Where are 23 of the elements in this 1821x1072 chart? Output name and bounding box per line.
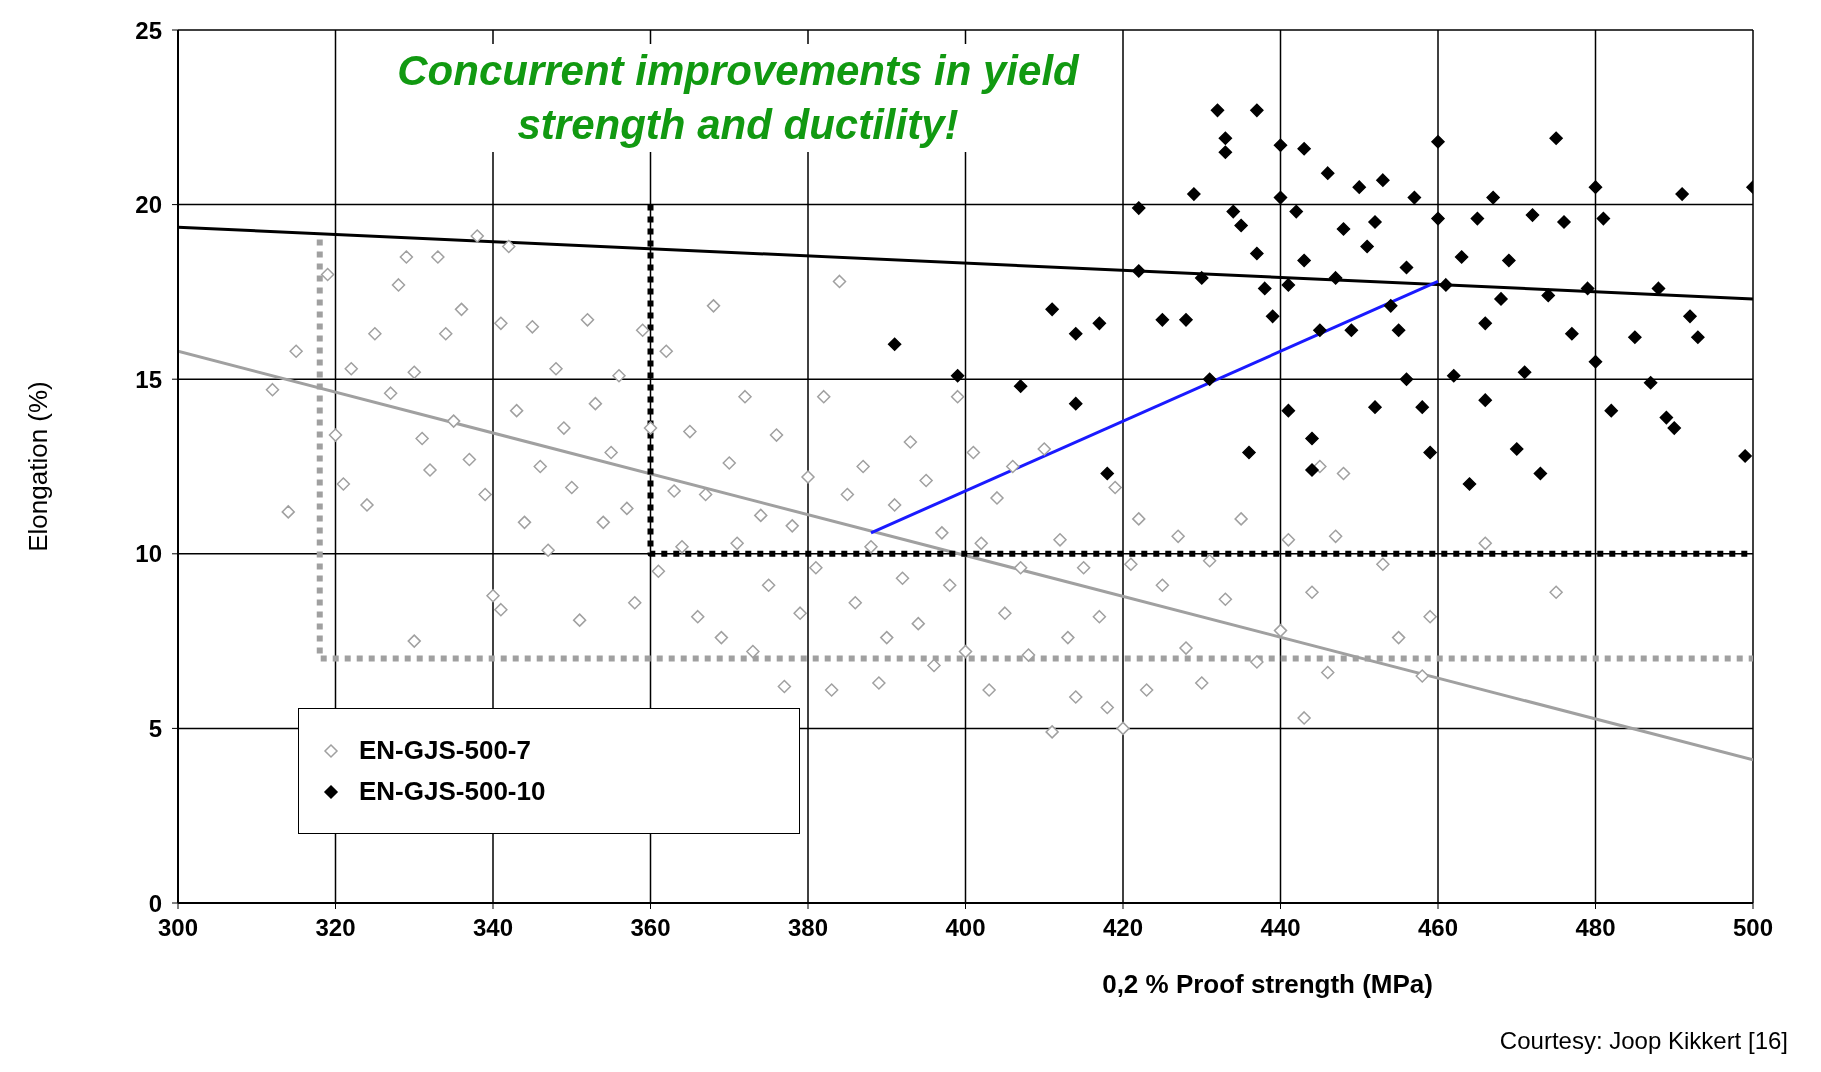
y-tick-label: 5 [148,714,162,742]
y-tick-label: 0 [148,889,162,917]
text: Courtesy: Joop Kikkert [16] [1499,1027,1788,1055]
x-tick-label: 380 [787,914,829,942]
y-tick-label: 20 [135,191,162,219]
x-tick-label: 440 [1260,914,1301,942]
y-tick-label: 15 [135,365,162,393]
legend-label: EN-GJS-500-7 [359,735,531,766]
x-tick-label: 320 [315,914,356,942]
annotation: Concurrent improvements in yield strength and ductility! [368,44,1108,152]
x-tick-label: 420 [1102,914,1144,942]
x-tick-label: 400 [945,914,986,942]
x-tick-label: 340 [472,914,514,942]
x-tick-label: 480 [1575,914,1616,942]
y-tick-label: 10 [135,540,162,568]
y-axis-title: Elongation (%) [23,381,54,552]
x-tick-label: 300 [157,914,199,942]
legend-label: EN-GJS-500-10 [359,776,546,807]
x-tick-label: 360 [630,914,671,942]
x-axis-title: 0,2 % Proof strength (MPa) [1102,969,1433,999]
x-tick-label: 500 [1732,914,1774,942]
x-tick-label: 460 [1417,914,1459,942]
y-tick-label: 25 [135,16,162,44]
